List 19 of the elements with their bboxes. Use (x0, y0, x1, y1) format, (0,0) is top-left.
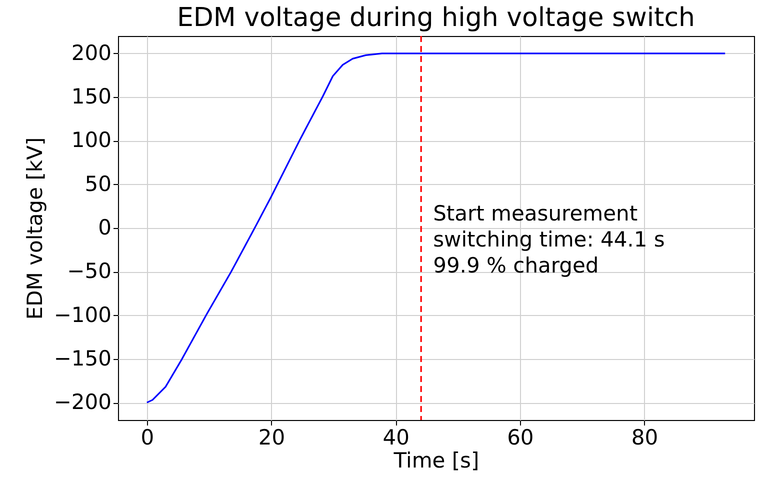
y-tick-label: 0 (98, 216, 112, 240)
x-tick-label: 20 (258, 426, 286, 450)
y-tick-label: −200 (54, 390, 112, 414)
y-axis-title: EDM voltage [kV] (22, 137, 47, 320)
x-axis-title: Time [s] (392, 448, 480, 472)
line-series (146, 52, 726, 404)
x-tick-label: 80 (631, 426, 658, 450)
annotation: Start measurement switching time: 44.1 s 99.9 % charged (433, 202, 665, 278)
y-tick-label: 100 (71, 128, 112, 152)
x-tick-label: 0 (140, 426, 154, 450)
y-tick-label: −150 (54, 346, 112, 370)
y-tick-label: 200 (71, 40, 112, 65)
y-tick-label: 50 (84, 172, 112, 196)
x-tick-label: 40 (382, 426, 410, 450)
y-tick-label: −100 (54, 302, 112, 327)
y-tick-label: −50 (67, 259, 112, 284)
y-tick-label: 150 (71, 84, 112, 109)
x-tick-label: 60 (507, 426, 534, 450)
chart-title: EDM voltage during high voltage switch (176, 3, 696, 34)
